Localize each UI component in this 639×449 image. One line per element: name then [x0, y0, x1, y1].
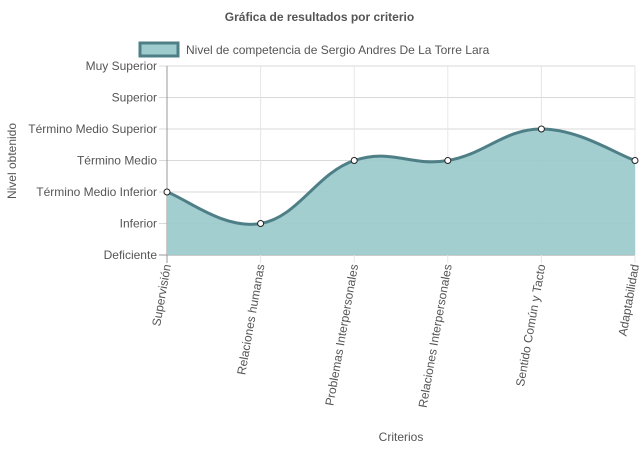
legend-swatch [138, 41, 180, 58]
x-axis: Supervisión Relaciones humanas Problemas I… [149, 263, 639, 409]
x-axis-title: Criterios [379, 430, 424, 444]
legend[interactable]: Nivel de competencia de Sergio Andres De… [138, 41, 490, 58]
y-tick-label: Término Medio [77, 154, 157, 168]
y-tick-label: Término Medio Superior [28, 122, 157, 136]
x-tick-label: Adaptabilidad [616, 263, 639, 337]
legend-label: Nivel de competencia de Sergio Andres De… [186, 43, 490, 57]
y-axis: Deficiente Inferior Término Medio Inferior… [28, 59, 157, 262]
chart-title: Gráfica de resultados por criterio [225, 10, 414, 24]
x-tick-label: Supervisión [149, 263, 174, 327]
x-tick-label: Relaciones humanas [234, 263, 267, 376]
x-tick-label: Problemas Interpersonales [322, 263, 361, 407]
data-point[interactable] [444, 157, 452, 164]
y-tick-label: Término Medio Inferior [36, 185, 157, 199]
data-point[interactable] [537, 125, 545, 133]
x-tick-label: Sentido Común y Tacto [513, 263, 548, 388]
data-point[interactable] [350, 157, 358, 164]
y-axis-title: Nivel obtenido [5, 123, 19, 199]
series-line [166, 127, 636, 226]
area-series [166, 127, 636, 255]
y-tick-label: Inferior [120, 217, 157, 231]
data-point[interactable] [163, 188, 171, 196]
y-tick-label: Muy Superior [86, 59, 157, 73]
y-tick-label: Superior [112, 91, 157, 105]
data-point[interactable] [631, 157, 639, 164]
x-tick-label: Relaciones Interpersonales [416, 263, 455, 409]
data-points[interactable] [163, 125, 639, 227]
y-tick-label: Deficiente [104, 248, 158, 262]
data-point[interactable] [257, 220, 265, 227]
series-area [167, 129, 635, 255]
